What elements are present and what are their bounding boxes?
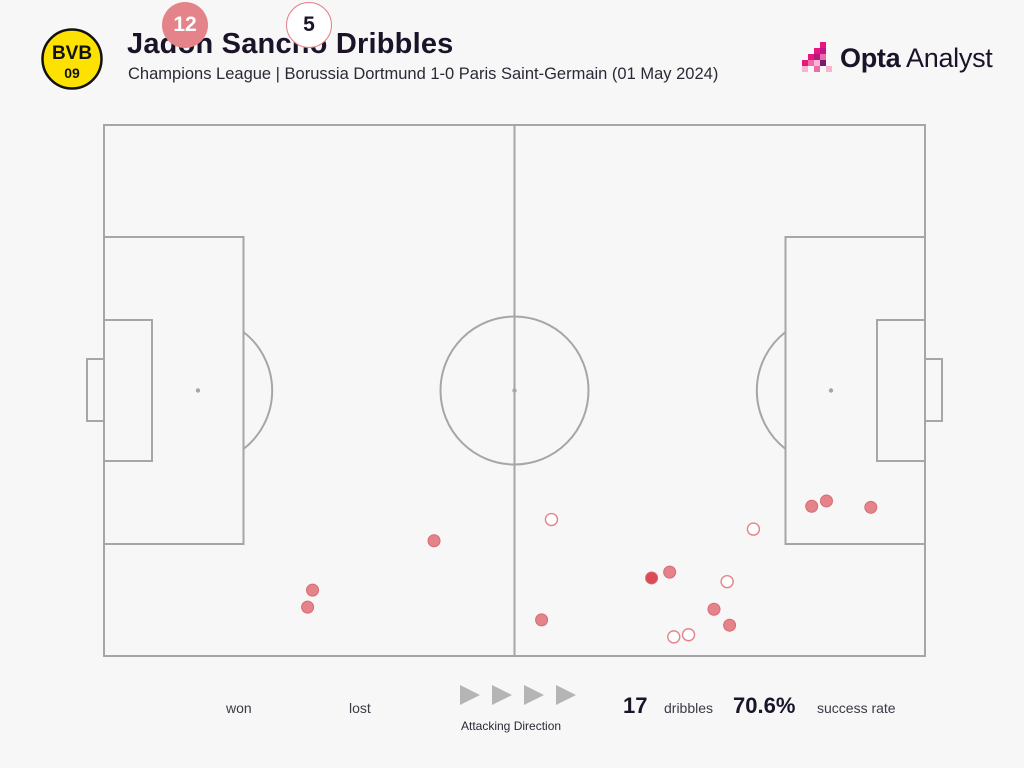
dribble-lost-point [544, 512, 559, 527]
centre-circle [439, 315, 590, 466]
dribble-lost-point [746, 522, 761, 536]
dribbles-count: 17 [623, 693, 648, 718]
crest-top-text: BVB [52, 43, 92, 64]
dribble-won-point [645, 571, 659, 585]
dribble-won-point [805, 499, 819, 513]
left-goal [86, 358, 105, 422]
opta-bars-icon [802, 42, 832, 72]
page-subtitle: Champions League | Borussia Dortmund 1-0… [128, 65, 719, 83]
attacking-direction-arrows [460, 685, 576, 705]
left-penalty-spot [195, 388, 201, 393]
left-six-yard-box [103, 319, 153, 462]
centre-spot [512, 388, 517, 393]
lost-label: lost [349, 700, 371, 716]
left-penalty-arc [242, 331, 274, 450]
dribble-won-point [301, 600, 315, 614]
left-penalty-box [103, 236, 245, 545]
dribble-lost-point [667, 630, 681, 644]
brand-name: Opta Analyst [840, 42, 993, 73]
dribbles-label: dribbles [664, 700, 714, 716]
arrow-icon [556, 685, 576, 705]
dribble-won-point [535, 613, 549, 627]
dribble-lost-point [681, 628, 696, 642]
lost-count-badge: 5 [286, 2, 332, 48]
right-six-yard-box [876, 319, 926, 462]
dribble-won-point [427, 534, 441, 548]
opta-analyst-logo: Opta Analyst [798, 40, 993, 76]
success-rate-value: 70.6% [733, 693, 796, 718]
crest-bottom-text: 09 [64, 65, 80, 81]
right-penalty-arc [755, 331, 787, 450]
won-label: won [226, 700, 252, 716]
dribble-won-point [723, 618, 737, 632]
dribble-won-point [306, 583, 320, 597]
dribble-won-point [864, 500, 878, 514]
right-penalty-box [784, 236, 926, 545]
arrow-icon [524, 685, 544, 705]
arrow-icon [460, 685, 480, 705]
dribble-lost-point [720, 574, 734, 589]
bvb-crest-icon: BVB 09 [41, 28, 103, 90]
dribble-points [301, 494, 878, 644]
pitch-chart [86, 124, 943, 657]
arrow-icon [492, 685, 512, 705]
dribble-won-point [663, 565, 677, 579]
dribble-won-point [707, 602, 721, 616]
success-rate-label: success rate [817, 700, 896, 716]
won-count-badge: 12 [162, 2, 208, 48]
right-goal [924, 358, 943, 422]
attacking-direction-label: Attacking Direction [461, 719, 562, 733]
dribble-won-point [819, 494, 833, 508]
right-penalty-spot [828, 388, 834, 393]
